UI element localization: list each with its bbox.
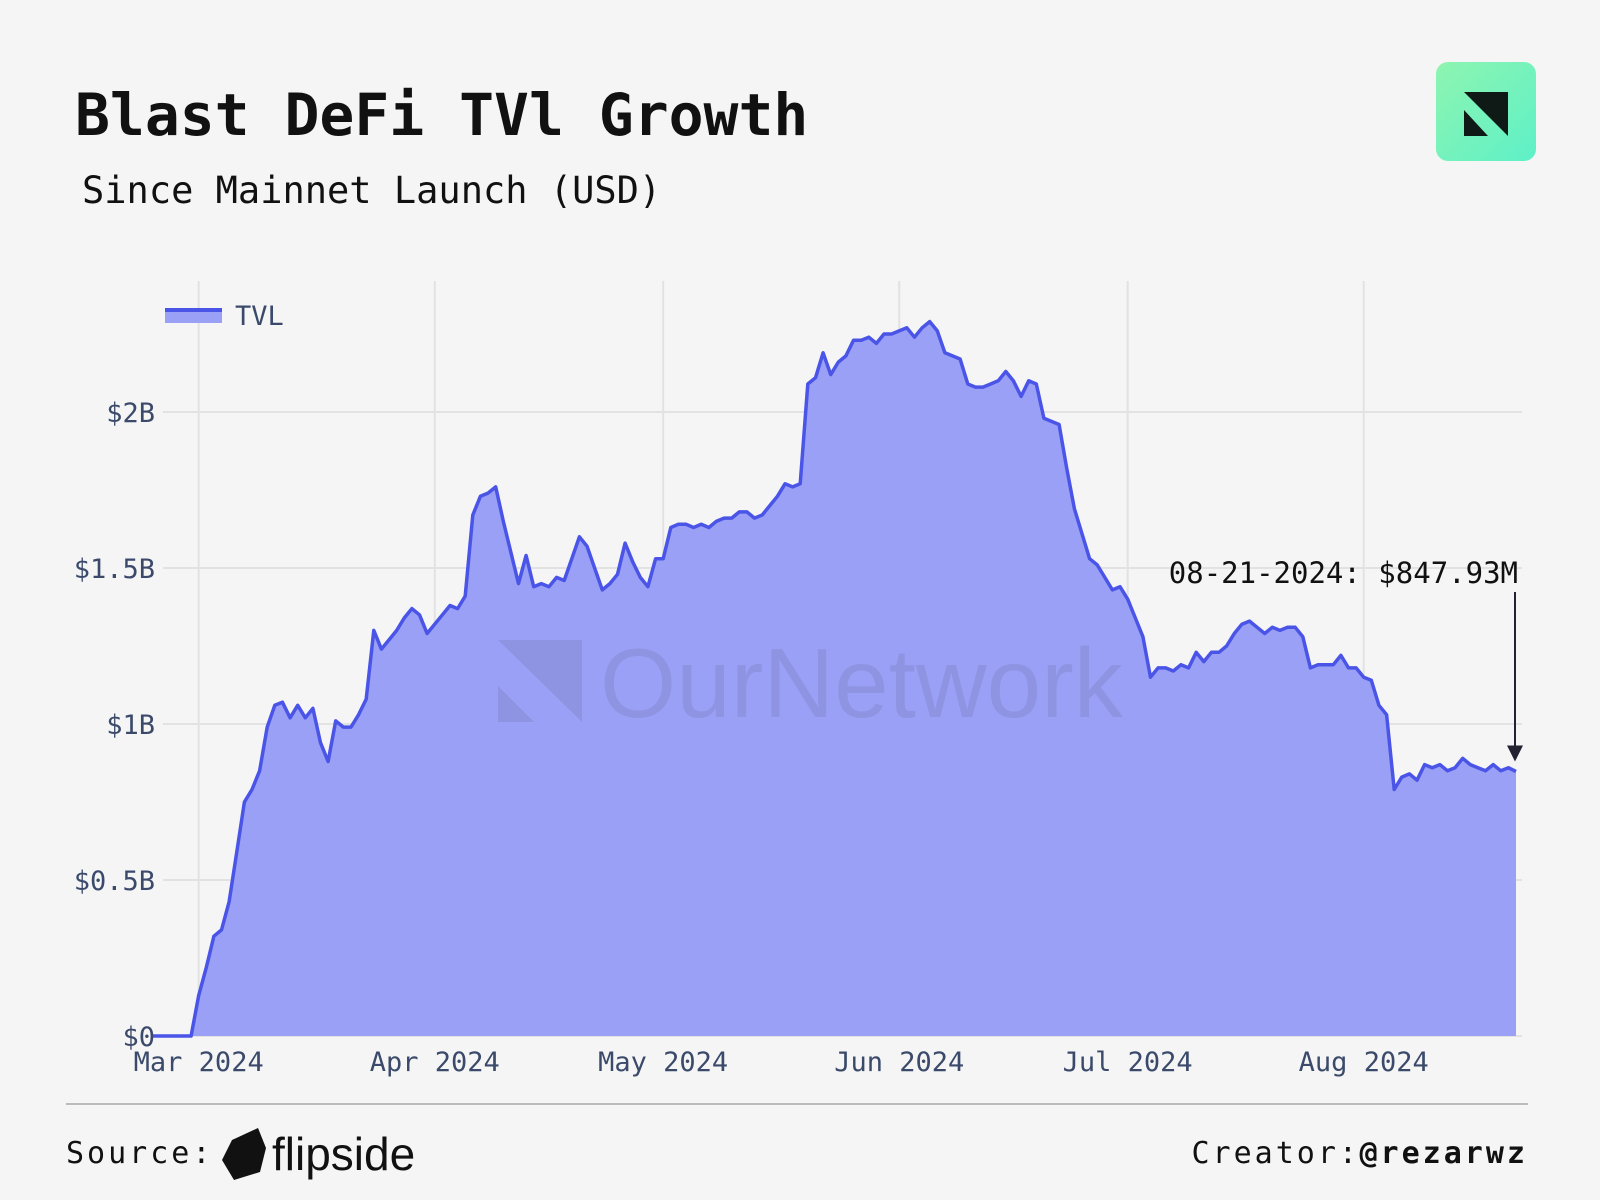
chart-title: Blast DeFi TVl Growth bbox=[75, 81, 808, 149]
source-label: Source: bbox=[66, 1136, 213, 1171]
legend-label: TVL bbox=[235, 301, 284, 332]
annotation-arrowhead bbox=[1507, 745, 1523, 762]
x-tick-label: Aug 2024 bbox=[1299, 1047, 1429, 1078]
x-tick-label: Jul 2024 bbox=[1063, 1047, 1193, 1078]
line bbox=[153, 319, 1517, 1038]
brand-logo bbox=[1436, 62, 1536, 161]
area-fill bbox=[153, 321, 1516, 1037]
y-tick-label: $1B bbox=[106, 710, 155, 741]
watermark-text: OurNetwork bbox=[600, 628, 1124, 738]
flipside-icon bbox=[222, 1128, 266, 1180]
y-tick-label: $1.5B bbox=[74, 554, 155, 585]
x-tick-label: Jun 2024 bbox=[834, 1047, 964, 1078]
watermark: OurNetwork bbox=[498, 628, 1124, 738]
source-name: flipside bbox=[272, 1128, 415, 1180]
x-tick-label: Apr 2024 bbox=[370, 1047, 500, 1078]
x-tick-label: Mar 2024 bbox=[134, 1047, 264, 1078]
x-tick-label: May 2024 bbox=[598, 1047, 728, 1078]
legend-swatch bbox=[165, 309, 222, 323]
creator-name: @rezarwz bbox=[1360, 1136, 1529, 1171]
y-tick-label: $0 bbox=[122, 1022, 155, 1053]
annotation-text: 08-21-2024: $847.93M bbox=[1169, 556, 1518, 590]
plot: $0 $0.5B $1B $1.5B $2B Mar 2024 Apr 2024 May 20… bbox=[74, 281, 1523, 1078]
y-tick-label: $0.5B bbox=[74, 866, 155, 897]
chart-subtitle: Since Mainnet Launch (USD) bbox=[82, 169, 661, 212]
creator-label: Creator: bbox=[1192, 1136, 1361, 1171]
y-tick-label: $2B bbox=[106, 398, 155, 429]
